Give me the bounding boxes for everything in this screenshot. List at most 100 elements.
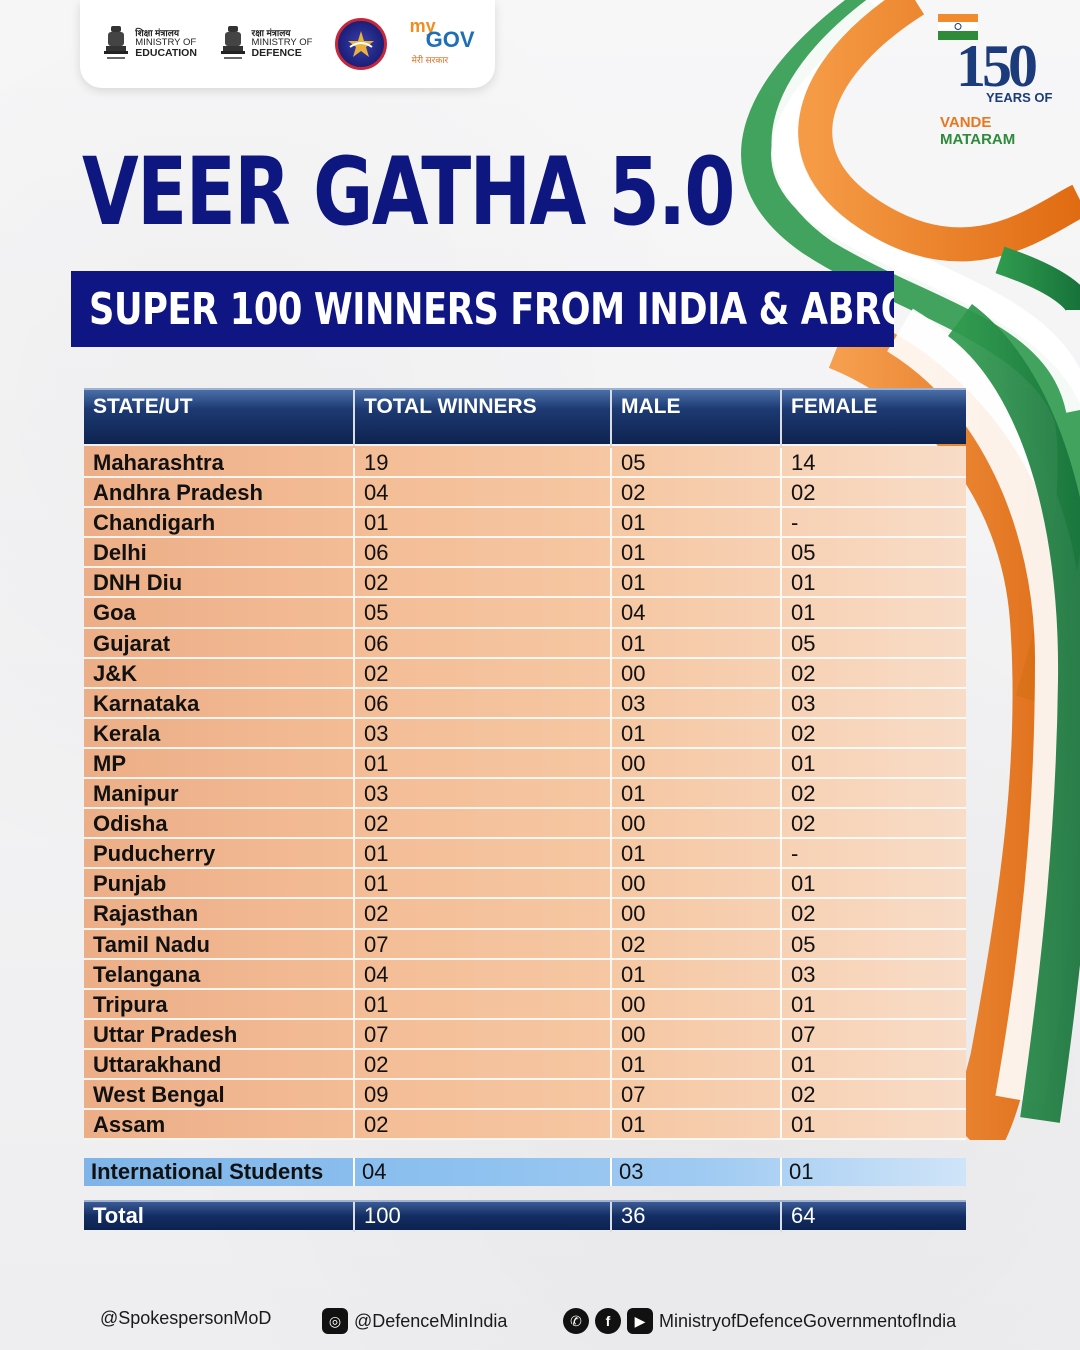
table-row: Maharashtra 19 05 14: [84, 448, 966, 479]
cell-total: 07: [355, 929, 612, 960]
cell-state: MP: [84, 748, 355, 780]
cell-female: 05: [782, 930, 966, 960]
other-handle-text[interactable]: MinistryofDefenceGovernmentofIndia: [659, 1310, 957, 1331]
table-row: Rajasthan 02 00 02: [84, 899, 966, 930]
table-row: Uttarakhand 02 01 01: [84, 1049, 966, 1080]
table-row: Uttar Pradesh 07 00 07: [84, 1019, 966, 1050]
defence-line1: MINISTRY OF: [251, 37, 313, 49]
header-male: MALE: [612, 390, 782, 446]
cell-male: 02: [612, 929, 782, 960]
instagram-icon: ◎: [322, 1308, 348, 1334]
ashoka-emblem-icon: [104, 26, 129, 59]
ministry-of-defence-logo: रक्षा मंत्रालय MINISTRY OF DEFENCE: [220, 24, 313, 64]
table-row: DNH Diu 02 01 01: [84, 568, 966, 599]
table-row: Goa 05 04 01: [84, 598, 966, 629]
cell-state: Karnataka: [84, 688, 355, 719]
total-female: 64: [791, 1203, 816, 1229]
cell-male: 03: [612, 688, 782, 719]
cell-male: 07: [612, 1079, 782, 1111]
x-handle[interactable]: @SpokespersonMoD: [100, 1308, 271, 1329]
table-row: Delhi 06 01 05: [84, 538, 966, 569]
cell-female: 01: [782, 598, 966, 629]
international-row: International Students 04 03 01: [84, 1158, 966, 1187]
mygov-gov-text: GOV: [425, 27, 475, 52]
winners-table: STATE/UT TOTAL WINNERS MALE FEMALE Mahar…: [84, 388, 966, 1233]
cell-male: 01: [612, 839, 782, 870]
flag-icon: [938, 14, 978, 40]
cell-female: 05: [782, 629, 966, 659]
cell-male: 01: [612, 779, 782, 810]
table-row: Assam 02 01 01: [84, 1110, 966, 1141]
partner-logo-strip: शिक्षा मंत्रालय MINISTRY OF EDUCATION रक…: [80, 0, 495, 88]
cell-male: 04: [612, 598, 782, 629]
cell-male: 01: [612, 718, 782, 749]
cell-total: 02: [355, 1049, 612, 1080]
cell-total: 07: [355, 1019, 612, 1050]
whatsapp-icon: ✆: [563, 1308, 589, 1334]
social-footer: @SpokespersonMoD ◎ @DefenceMinIndia ✆ f …: [0, 1308, 1080, 1338]
table-row: Telangana 04 01 03: [84, 959, 966, 990]
cell-state: Uttarakhand: [84, 1049, 355, 1080]
cell-female: 02: [782, 899, 966, 930]
cell-state: Kerala: [84, 718, 355, 749]
other-social-handles[interactable]: ✆ f ▶ MinistryofDefenceGovernmentofIndia: [563, 1308, 956, 1334]
total-winners: 100: [355, 1202, 612, 1233]
cell-male: 01: [612, 568, 782, 599]
defence-line2: DEFENCE: [251, 47, 302, 60]
cell-male: 01: [612, 959, 782, 990]
cell-male: 02: [612, 478, 782, 509]
intl-female: 01: [789, 1159, 814, 1185]
cell-state: Andhra Pradesh: [84, 478, 355, 509]
defence-hindi-label: रक्षा मंत्रालय: [251, 27, 291, 38]
cell-state: Telangana: [84, 959, 355, 990]
x-handle-text[interactable]: @SpokespersonMoD: [100, 1308, 272, 1328]
cell-female: -: [782, 839, 966, 870]
education-line2: EDUCATION: [135, 47, 197, 60]
total-label: Total: [84, 1202, 355, 1233]
cell-state: Assam: [84, 1110, 355, 1141]
facebook-icon: f: [595, 1308, 621, 1334]
cell-female: 14: [782, 448, 966, 479]
cell-male: 01: [612, 1110, 782, 1141]
mygov-my-text: my: [409, 16, 436, 36]
cell-female: 03: [782, 689, 966, 719]
cell-state: J&K: [84, 658, 355, 689]
cell-state: Tamil Nadu: [84, 929, 355, 960]
cell-state: West Bengal: [84, 1079, 355, 1111]
cell-total: 01: [355, 839, 612, 870]
cell-total: 05: [355, 598, 612, 629]
cell-state: Gujarat: [84, 628, 355, 659]
cell-female: 01: [782, 1110, 966, 1141]
youtube-icon: ▶: [627, 1308, 653, 1334]
education-line1: MINISTRY OF: [135, 37, 197, 49]
cell-male: 01: [612, 508, 782, 539]
badge-vande: VANDE: [940, 114, 992, 131]
cell-total: 02: [355, 899, 612, 930]
table-body: Maharashtra 19 05 14 Andhra Pradesh 04 02 02 Cha…: [84, 446, 966, 1141]
mygov-tagline: मेरी सरकार: [411, 55, 449, 65]
cell-male: 00: [612, 899, 782, 930]
instagram-handle[interactable]: ◎ @DefenceMinIndia: [322, 1308, 507, 1334]
cell-female: 05: [782, 538, 966, 569]
cell-male: 01: [612, 1049, 782, 1080]
cell-state: Punjab: [84, 869, 355, 900]
page-title: VEER GATHA 5.0: [82, 138, 735, 247]
table-row: Karnataka 06 03 03: [84, 688, 966, 719]
cell-male: 00: [612, 658, 782, 689]
table-row: Chandigarh 01 01-: [84, 508, 966, 539]
cell-total: 04: [355, 478, 612, 509]
table-row: J&K 02 00 02: [84, 658, 966, 689]
ashoka-emblem-icon: [220, 26, 245, 59]
badge-number: 150: [956, 33, 1038, 99]
cell-total: 01: [355, 508, 612, 539]
header-state: STATE/UT: [84, 390, 355, 446]
cell-total: 01: [355, 989, 612, 1020]
ministry-of-education-logo: शिक्षा मंत्रालय MINISTRY OF EDUCATION: [103, 24, 197, 64]
instagram-handle-text[interactable]: @DefenceMinIndia: [354, 1310, 508, 1331]
cell-total: 04: [355, 959, 612, 990]
table-header: STATE/UT TOTAL WINNERS MALE FEMALE: [84, 388, 966, 446]
cell-total: 02: [355, 809, 612, 840]
table-row: Puducherry 01 01-: [84, 839, 966, 870]
cell-male: 01: [612, 538, 782, 569]
cell-state: Rajasthan: [84, 899, 355, 930]
